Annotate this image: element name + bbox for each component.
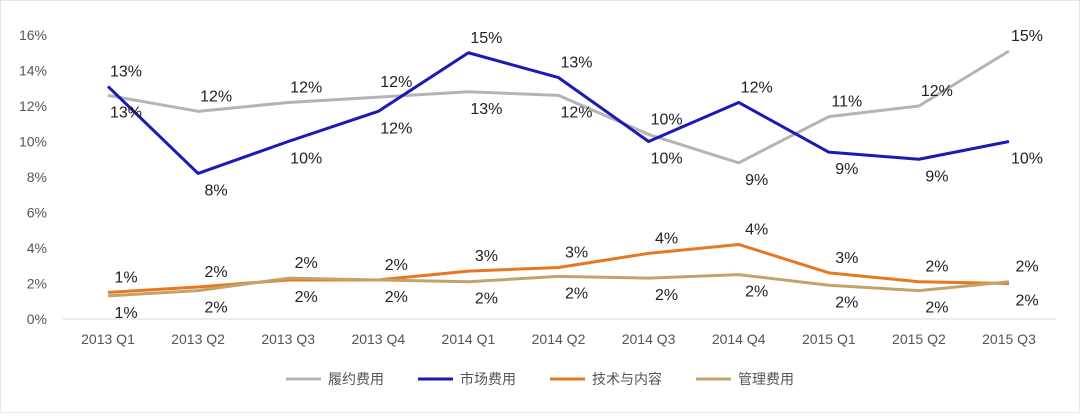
y-tick-label: 4% <box>27 240 47 256</box>
data-label: 11% <box>831 94 862 111</box>
data-label: 13% <box>560 55 592 72</box>
data-label: 9% <box>745 172 768 189</box>
data-label: 10% <box>1011 151 1043 168</box>
data-label: 1% <box>114 305 137 322</box>
data-label: 4% <box>655 230 678 247</box>
x-tick-label: 2015 Q3 <box>982 331 1036 347</box>
data-label: 2% <box>385 257 408 274</box>
y-tick-label: 12% <box>19 98 47 114</box>
data-label: 12% <box>200 88 232 105</box>
data-label: 10% <box>651 111 683 128</box>
legend-label: 市场费用 <box>460 371 516 387</box>
x-tick-label: 2013 Q1 <box>81 331 135 347</box>
data-label: 3% <box>835 250 858 267</box>
data-label: 2% <box>385 289 408 306</box>
data-label: 2% <box>1015 259 1038 276</box>
y-tick-label: 0% <box>27 311 47 327</box>
x-tick-label: 2013 Q2 <box>171 331 225 347</box>
legend-label: 管理费用 <box>738 371 794 387</box>
data-label: 15% <box>1011 28 1043 45</box>
data-label: 10% <box>651 151 683 168</box>
legend-label: 履约费用 <box>328 371 384 387</box>
x-tick-label: 2014 Q3 <box>622 331 676 347</box>
data-label: 12% <box>741 79 773 96</box>
data-label: 12% <box>380 120 412 137</box>
data-label: 12% <box>921 83 953 100</box>
data-label: 4% <box>745 221 768 238</box>
y-tick-label: 16% <box>19 27 47 43</box>
data-label: 2% <box>205 264 228 281</box>
data-label: 13% <box>110 104 142 121</box>
data-label: 8% <box>205 182 228 199</box>
data-label: 12% <box>380 74 412 91</box>
y-tick-label: 14% <box>19 63 47 79</box>
x-tick-label: 2014 Q1 <box>442 331 496 347</box>
y-tick-label: 6% <box>27 205 47 221</box>
data-label: 2% <box>205 300 228 317</box>
data-label: 13% <box>110 63 142 80</box>
data-label: 12% <box>290 79 322 96</box>
data-label: 15% <box>470 30 502 47</box>
series-line-2 <box>108 53 1009 174</box>
data-label: 2% <box>295 289 318 306</box>
data-label: 2% <box>475 291 498 308</box>
data-label: 1% <box>114 269 137 286</box>
x-tick-label: 2014 Q4 <box>712 331 766 347</box>
x-tick-label: 2015 Q2 <box>892 331 946 347</box>
data-label: 2% <box>925 259 948 276</box>
data-label: 9% <box>835 161 858 178</box>
data-label: 2% <box>565 285 588 302</box>
data-label: 3% <box>475 248 498 265</box>
data-label: 3% <box>565 245 588 262</box>
data-label: 13% <box>470 101 502 118</box>
data-label: 10% <box>290 151 322 168</box>
x-tick-label: 2013 Q3 <box>261 331 315 347</box>
data-label: 12% <box>560 104 592 121</box>
data-label: 9% <box>925 168 948 185</box>
data-label: 2% <box>925 300 948 317</box>
x-tick-label: 2013 Q4 <box>351 331 405 347</box>
data-label: 2% <box>1015 293 1038 310</box>
data-label: 2% <box>835 294 858 311</box>
x-tick-label: 2014 Q2 <box>532 331 586 347</box>
data-label: 2% <box>295 255 318 272</box>
data-label: 2% <box>655 287 678 304</box>
y-tick-label: 8% <box>27 169 47 185</box>
y-tick-label: 2% <box>27 276 47 292</box>
data-label: 2% <box>745 284 768 301</box>
x-tick-label: 2015 Q1 <box>802 331 856 347</box>
y-tick-label: 10% <box>19 134 47 150</box>
legend-label: 技术与内容 <box>592 371 662 387</box>
series-line-1 <box>108 51 1009 163</box>
